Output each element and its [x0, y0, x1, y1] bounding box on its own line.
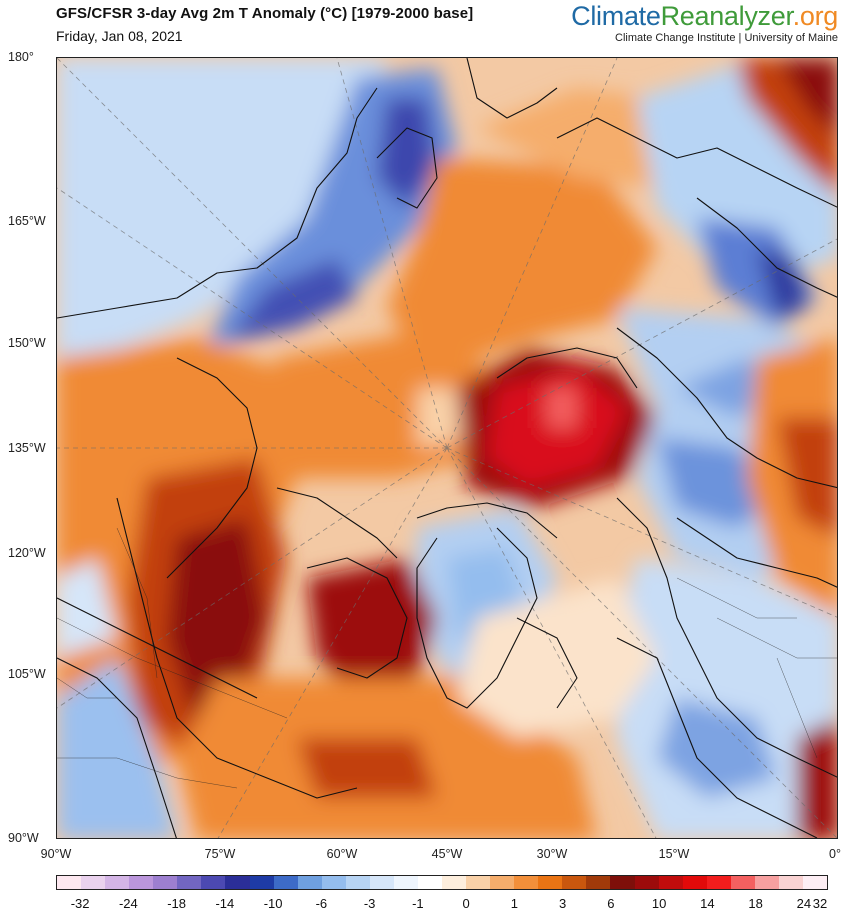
logo-text-climate: Climate — [571, 1, 661, 31]
axis-label-bottom-1: 75°W — [204, 847, 236, 861]
color-swatch-7 — [225, 876, 250, 889]
axis-label-left-3: 135°W — [8, 441, 46, 455]
color-scale-label-9: 1 — [510, 896, 518, 911]
map-title: GFS/CFSR 3-day Avg 2m T Anomaly (°C) [19… — [56, 5, 474, 22]
color-swatch-3 — [129, 876, 154, 889]
color-swatch-20 — [538, 876, 563, 889]
axis-label-bottom-5: 15°W — [658, 847, 690, 861]
anomaly-field-smooth — [57, 58, 837, 838]
color-scale-label-0: -32 — [70, 896, 90, 911]
temperature-anomaly-map — [56, 57, 838, 839]
affiliation-text: Climate Change Institute | University of… — [615, 32, 838, 44]
color-scale-label-4: -10 — [263, 896, 283, 911]
coastline-outlines — [57, 58, 837, 838]
color-scale-label-8: 0 — [462, 896, 470, 911]
axis-label-left-2: 150°W — [8, 336, 46, 350]
color-swatch-16 — [442, 876, 467, 889]
color-swatch-28 — [730, 876, 755, 889]
color-swatch-19 — [514, 876, 539, 889]
anomaly-map-graphic — [57, 58, 837, 838]
color-swatch-14 — [393, 876, 418, 889]
color-swatch-6 — [201, 876, 226, 889]
color-scale-label-6: -3 — [363, 896, 376, 911]
color-swatch-29 — [754, 876, 779, 889]
color-scale-label-2: -18 — [167, 896, 187, 911]
color-swatch-18 — [490, 876, 515, 889]
axis-label-left-0: 180° — [8, 50, 34, 64]
color-swatch-21 — [562, 876, 587, 889]
color-swatch-1 — [81, 876, 106, 889]
color-swatch-17 — [466, 876, 491, 889]
color-swatch-5 — [177, 876, 202, 889]
color-scale-label-16: 32 — [812, 896, 828, 911]
color-scale-label-14: 18 — [748, 896, 763, 911]
color-swatch-27 — [706, 876, 731, 889]
axis-label-left-6: 90°W — [8, 831, 39, 845]
color-scale-label-7: -1 — [412, 896, 424, 911]
axis-label-bottom-0: 90°W — [40, 847, 72, 861]
color-swatch-25 — [658, 876, 683, 889]
color-scale-bar — [56, 875, 828, 890]
color-swatch-8 — [249, 876, 274, 889]
color-swatch-4 — [153, 876, 178, 889]
color-swatch-10 — [297, 876, 322, 889]
color-swatch-9 — [273, 876, 298, 889]
color-scale-label-15: 24 — [796, 896, 812, 911]
axis-label-bottom-3: 45°W — [431, 847, 463, 861]
axis-label-bottom-2: 60°W — [326, 847, 358, 861]
map-date: Friday, Jan 08, 2021 — [56, 28, 183, 44]
color-scale-label-5: -6 — [315, 896, 328, 911]
axis-label-bottom-4: 30°W — [536, 847, 568, 861]
color-swatch-22 — [586, 876, 611, 889]
color-swatch-26 — [682, 876, 707, 889]
color-scale-label-11: 6 — [607, 896, 615, 911]
axis-label-bottom-6: 0° — [829, 847, 841, 861]
color-scale-label-3: -14 — [215, 896, 235, 911]
color-swatch-13 — [369, 876, 394, 889]
color-scale-label-12: 10 — [651, 896, 667, 911]
color-swatch-12 — [345, 876, 370, 889]
color-swatch-0 — [57, 876, 82, 889]
political-borders — [57, 527, 837, 789]
graticule-lines — [57, 58, 837, 838]
color-scale-label-10: 3 — [559, 896, 567, 911]
color-swatch-11 — [321, 876, 346, 889]
color-swatch-31 — [802, 876, 827, 889]
color-swatch-15 — [417, 876, 442, 889]
color-swatch-24 — [634, 876, 659, 889]
color-swatch-2 — [105, 876, 130, 889]
logo-text-reanalyzer: Reanalyzer — [660, 1, 793, 31]
axis-label-left-4: 120°W — [8, 546, 46, 560]
color-scale-label-1: -24 — [118, 896, 138, 911]
axis-label-left-1: 165°W — [8, 214, 46, 228]
color-swatch-23 — [610, 876, 635, 889]
logo-text-org: .org — [792, 1, 839, 31]
axis-label-left-5: 105°W — [8, 667, 46, 681]
color-swatch-30 — [778, 876, 803, 889]
color-scale-label-13: 14 — [700, 896, 715, 911]
climate-reanalyzer-logo[interactable]: ClimateReanalyzer.org — [571, 1, 838, 32]
